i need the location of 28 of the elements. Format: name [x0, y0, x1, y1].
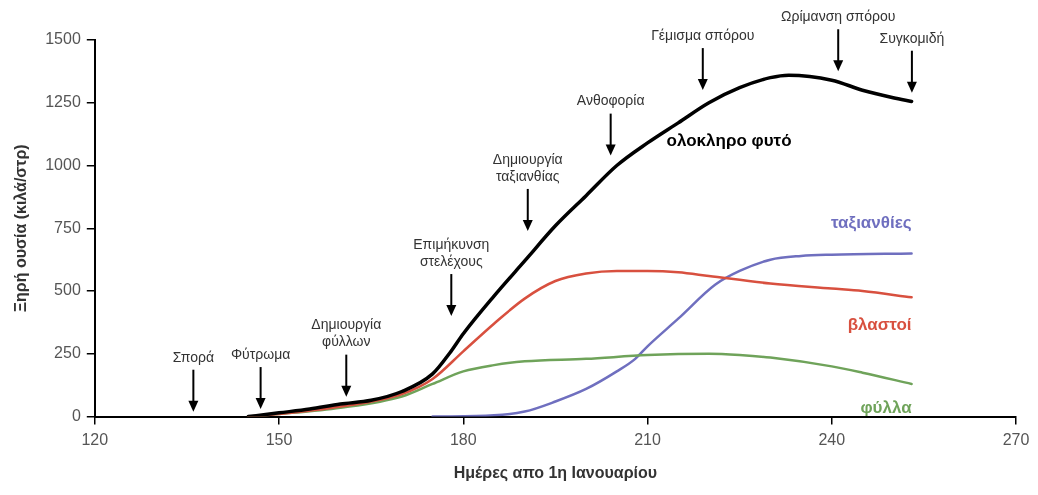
x-tick-label: 210: [634, 430, 661, 448]
y-tick-label: 0: [71, 407, 81, 425]
x-tick-label: 270: [1002, 430, 1030, 448]
x-tick-label: 150: [265, 430, 293, 448]
annotation: Επιμήκυνση στελέχους: [413, 235, 490, 269]
x-tick-label: 120: [81, 430, 109, 448]
series-label: βλαστοί: [847, 315, 912, 335]
series-label: ολοκληρο φυτό: [666, 131, 792, 151]
series-label: φύλλα: [860, 397, 913, 417]
annotation: Δημιουργία φύλλων: [311, 316, 382, 350]
annotation: Ανθοφορία: [576, 92, 645, 109]
text: Ωρίμανση σπόρου: [780, 8, 896, 25]
y-tick-label: 500: [54, 281, 81, 299]
annotation: Δημιουργία ταξιανθίας: [492, 150, 563, 184]
y-tick-label: 1500: [45, 30, 81, 48]
x-tick-label: 180: [449, 430, 477, 448]
y-axis-title: Ξηρή ουσία (κιλά/στρ): [12, 144, 30, 313]
y-tick-label: 1000: [45, 155, 81, 173]
annotation: Σπορά: [172, 348, 215, 365]
y-tick-label: 1250: [45, 93, 81, 111]
x-tick-label: 240: [818, 430, 846, 448]
x-axis-title: Ημέρες απο 1η Ιανουαρίου: [453, 463, 658, 482]
annotation: Φύτρωμα: [230, 345, 291, 362]
annotation: Γέμισμα σπόρου: [651, 26, 755, 43]
y-tick-label: 250: [54, 344, 81, 362]
annotation: Συγκομιδή: [879, 29, 945, 46]
y-tick-label: 750: [54, 218, 81, 236]
series-label: ταξιανθίες: [831, 213, 912, 233]
